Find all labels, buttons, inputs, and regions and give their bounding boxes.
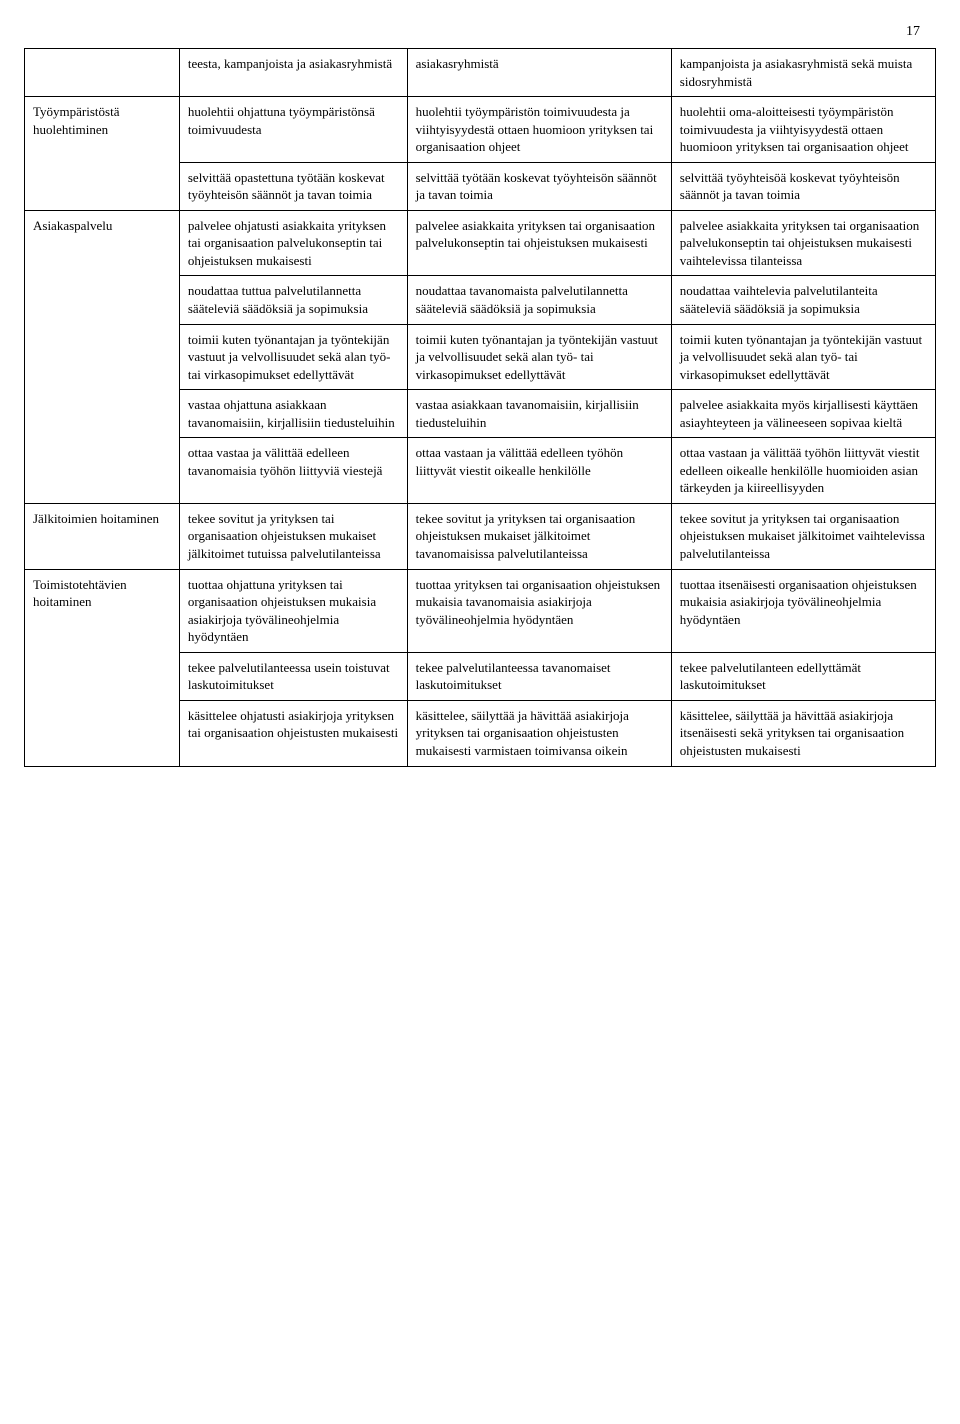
cell-level2: huolehtii työympäristön toimivuudesta ja… bbox=[407, 97, 671, 163]
cell-level2: toimii kuten työnantajan ja työntekijän … bbox=[407, 324, 671, 390]
table-row: Asiakaspalvelu palvelee ohjatusti asiakk… bbox=[25, 210, 936, 276]
cell-label: Jälkitoimien hoitaminen bbox=[25, 503, 180, 569]
cell-level3: selvittää työyhteisöä koskevat työyhteis… bbox=[671, 162, 935, 210]
cell-level1: vastaa ohjattuna asiakkaan tavanomaisiin… bbox=[179, 390, 407, 438]
cell-level3: käsittelee, säilyttää ja hävittää asiaki… bbox=[671, 700, 935, 766]
cell-level3: huolehtii oma-aloitteisesti työympäristö… bbox=[671, 97, 935, 163]
cell-level1: selvittää opastettuna työtään koskevat t… bbox=[179, 162, 407, 210]
cell-level2: tekee sovitut ja yrityksen tai organisaa… bbox=[407, 503, 671, 569]
cell-level1: palvelee ohjatusti asiakkaita yrityksen … bbox=[179, 210, 407, 276]
cell-level2: vastaa asiakkaan tavanomaisiin, kirjalli… bbox=[407, 390, 671, 438]
cell-level1: tekee palvelutilanteessa usein toistuvat… bbox=[179, 652, 407, 700]
cell-level1: ottaa vastaa ja välittää edelleen tavano… bbox=[179, 438, 407, 504]
cell-level2: selvittää työtään koskevat työyhteisön s… bbox=[407, 162, 671, 210]
cell-level2: tuottaa yrityksen tai organisaation ohje… bbox=[407, 569, 671, 652]
cell-level2: käsittelee, säilyttää ja hävittää asiaki… bbox=[407, 700, 671, 766]
cell-level1: käsittelee ohjatusti asiakirjoja yrityks… bbox=[179, 700, 407, 766]
cell-level3: tuottaa itsenäisesti organisaation ohjei… bbox=[671, 569, 935, 652]
cell-level2: ottaa vastaan ja välittää edelleen työhö… bbox=[407, 438, 671, 504]
cell-level1: tuottaa ohjattuna yrityksen tai organisa… bbox=[179, 569, 407, 652]
cell-level3: kampanjoista ja asiakasryhmistä sekä mui… bbox=[671, 49, 935, 97]
cell-level3: ottaa vastaan ja välittää työhön liittyv… bbox=[671, 438, 935, 504]
cell-level2: noudattaa tavanomaista palvelutilannetta… bbox=[407, 276, 671, 324]
cell-level1: toimii kuten työnantajan ja työntekijän … bbox=[179, 324, 407, 390]
cell-label: Toimistotehtävien hoitaminen bbox=[25, 569, 180, 766]
cell-label bbox=[25, 49, 180, 97]
cell-label: Asiakaspalvelu bbox=[25, 210, 180, 503]
cell-level3: tekee palvelutilanteen edellyttämät lask… bbox=[671, 652, 935, 700]
cell-level3: toimii kuten työnantajan ja työntekijän … bbox=[671, 324, 935, 390]
cell-level1: tekee sovitut ja yrityksen tai organisaa… bbox=[179, 503, 407, 569]
cell-level1: teesta, kampanjoista ja asiakasryhmistä bbox=[179, 49, 407, 97]
cell-level3: tekee sovitut ja yrityksen tai organisaa… bbox=[671, 503, 935, 569]
cell-level3: palvelee asiakkaita myös kirjallisesti k… bbox=[671, 390, 935, 438]
cell-level1: noudattaa tuttua palvelutilannetta sääte… bbox=[179, 276, 407, 324]
table-row: Toimistotehtävien hoitaminen tuottaa ohj… bbox=[25, 569, 936, 652]
table-row: Jälkitoimien hoitaminen tekee sovitut ja… bbox=[25, 503, 936, 569]
table-row: Työympäristöstä huolehtiminen huolehtii … bbox=[25, 97, 936, 163]
cell-level2: asiakasryhmistä bbox=[407, 49, 671, 97]
competency-table: teesta, kampanjoista ja asiakasryhmistä … bbox=[24, 48, 936, 767]
page-number: 17 bbox=[24, 24, 936, 40]
cell-level1: huolehtii ohjattuna työympäristönsä toim… bbox=[179, 97, 407, 163]
cell-level2: palvelee asiakkaita yrityksen tai organi… bbox=[407, 210, 671, 276]
cell-level3: palvelee asiakkaita yrityksen tai organi… bbox=[671, 210, 935, 276]
cell-label: Työympäristöstä huolehtiminen bbox=[25, 97, 180, 211]
cell-level2: tekee palvelutilanteessa tavanomaiset la… bbox=[407, 652, 671, 700]
cell-level3: noudattaa vaihtelevia palvelutilanteita … bbox=[671, 276, 935, 324]
table-row: teesta, kampanjoista ja asiakasryhmistä … bbox=[25, 49, 936, 97]
